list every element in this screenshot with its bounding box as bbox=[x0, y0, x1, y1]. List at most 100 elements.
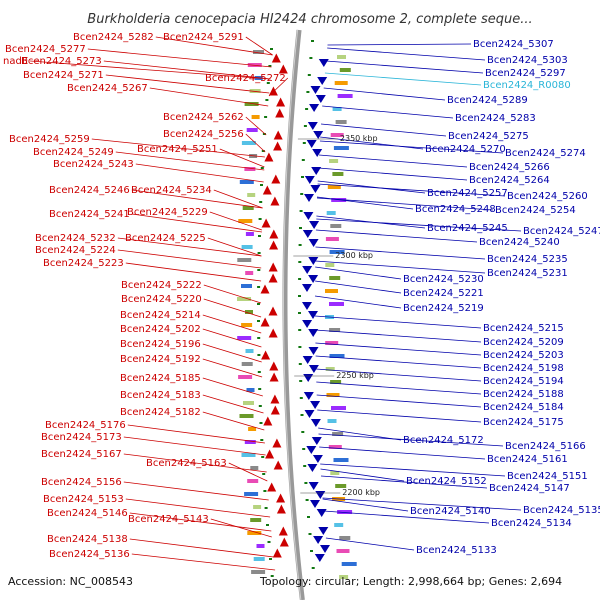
gene-label-left[interactable]: Bcen2424_5271 bbox=[23, 70, 104, 81]
reverse-gene-arrow[interactable] bbox=[308, 347, 319, 355]
gene-label-left[interactable]: Bcen2424_5156 bbox=[41, 477, 122, 488]
gene-label-left[interactable]: Bcen2424_5246 bbox=[49, 185, 130, 196]
gene-label-left[interactable]: Bcen2424_5249 bbox=[33, 147, 114, 158]
forward-gene-arrow[interactable] bbox=[278, 526, 288, 536]
reverse-gene-arrow[interactable] bbox=[308, 257, 319, 265]
gene-label-left[interactable]: Bcen2424_5225 bbox=[125, 233, 206, 244]
gene-label-right[interactable]: Bcen2424_5260 bbox=[507, 191, 588, 202]
gene-label-left[interactable]: Bcen2424_5182 bbox=[120, 407, 201, 418]
forward-gene-arrow[interactable] bbox=[269, 240, 279, 250]
reverse-gene-arrow[interactable] bbox=[307, 122, 318, 130]
forward-gene-arrow[interactable] bbox=[273, 130, 283, 140]
gene-label-right[interactable]: Bcen2424_5240 bbox=[479, 237, 560, 248]
forward-gene-arrow[interactable] bbox=[268, 273, 278, 283]
gene-label-left[interactable]: Bcen2424_5196 bbox=[120, 339, 201, 350]
reverse-gene-arrow[interactable] bbox=[302, 320, 313, 328]
gene-label-right[interactable]: Bcen2424_5303 bbox=[487, 55, 568, 66]
forward-gene-arrow[interactable] bbox=[262, 185, 272, 195]
forward-gene-arrow[interactable] bbox=[270, 394, 280, 404]
gene-label-right[interactable]: Bcen2424_5257 bbox=[427, 188, 508, 199]
reverse-gene-arrow[interactable] bbox=[303, 374, 314, 382]
forward-gene-arrow[interactable] bbox=[264, 152, 274, 162]
gene-label-left[interactable]: Bcen2424_5262 bbox=[163, 112, 244, 123]
gene-label-right[interactable]: Bcen2424_5270 bbox=[425, 144, 506, 155]
reverse-gene-arrow[interactable] bbox=[304, 194, 314, 202]
reverse-gene-arrow[interactable] bbox=[314, 554, 325, 562]
forward-gene-arrow[interactable] bbox=[275, 108, 285, 118]
gene-label-right[interactable]: Bcen2424_5184 bbox=[483, 402, 564, 413]
reverse-gene-arrow[interactable] bbox=[304, 410, 315, 418]
forward-gene-arrow[interactable] bbox=[269, 229, 279, 239]
forward-gene-arrow[interactable] bbox=[267, 482, 277, 492]
gene-label-right[interactable]: Bcen2424_5209 bbox=[483, 337, 564, 348]
gene-label-left[interactable]: Bcen2424_5229 bbox=[127, 207, 208, 218]
reverse-gene-arrow[interactable] bbox=[309, 104, 320, 112]
forward-gene-arrow[interactable] bbox=[269, 372, 279, 382]
forward-gene-arrow[interactable] bbox=[276, 504, 286, 514]
reverse-gene-arrow[interactable] bbox=[302, 266, 313, 274]
reverse-gene-arrow[interactable] bbox=[312, 149, 323, 157]
forward-gene-arrow[interactable] bbox=[273, 141, 283, 151]
forward-gene-arrow[interactable] bbox=[272, 548, 282, 558]
gene-label-left[interactable]: Bcen2424_5277 bbox=[5, 44, 86, 55]
reverse-gene-arrow[interactable] bbox=[302, 284, 312, 292]
reverse-gene-arrow[interactable] bbox=[302, 356, 313, 364]
reverse-gene-arrow[interactable] bbox=[307, 464, 318, 472]
gene-label-right[interactable]: Bcen2424_5219 bbox=[403, 303, 484, 314]
gene-label-left[interactable]: Bcen2424_5251 bbox=[137, 144, 218, 155]
gene-label-right[interactable]: Bcen2424_5133 bbox=[416, 545, 497, 556]
forward-gene-arrow[interactable] bbox=[268, 86, 278, 96]
gene-label-right[interactable]: Bcen2424_R0080 bbox=[483, 80, 571, 91]
gene-label-right[interactable]: Bcen2424_5151 bbox=[507, 471, 588, 482]
gene-label-left[interactable]: Bcen2424_5256 bbox=[163, 129, 244, 140]
gene-label-left[interactable]: Bcen2424_5192 bbox=[120, 354, 201, 365]
gene-label-right[interactable]: Bcen2424_5175 bbox=[483, 417, 564, 428]
forward-gene-arrow[interactable] bbox=[276, 493, 286, 503]
gene-label-left[interactable]: Bcen2424_5143 bbox=[128, 514, 209, 525]
gene-label-left[interactable]: Bcen2424_5259 bbox=[9, 134, 90, 145]
gene-label-right[interactable]: Bcen2424_5203 bbox=[483, 350, 564, 361]
forward-gene-arrow[interactable] bbox=[268, 262, 278, 272]
forward-gene-arrow[interactable] bbox=[261, 218, 271, 228]
gene-label-left[interactable]: Bcen2424_5222 bbox=[121, 280, 202, 291]
gene-label-left[interactable]: Bcen2424_5214 bbox=[120, 310, 201, 321]
gene-label-left[interactable]: Bcen2424_5153 bbox=[43, 494, 124, 505]
gene-label-right[interactable]: Bcen2424_5289 bbox=[447, 95, 528, 106]
gene-label-left[interactable]: nadE bbox=[3, 56, 28, 67]
forward-gene-arrow[interactable] bbox=[260, 317, 270, 327]
gene-label-left[interactable]: Bcen2424_5183 bbox=[120, 390, 201, 401]
reverse-gene-arrow[interactable] bbox=[308, 275, 319, 283]
reverse-gene-arrow[interactable] bbox=[308, 365, 319, 373]
gene-label-right[interactable]: Bcen2424_5194 bbox=[483, 376, 564, 387]
gene-label-right[interactable]: Bcen2424_5188 bbox=[483, 389, 564, 400]
gene-label-right[interactable]: Bcen2424_5264 bbox=[469, 175, 550, 186]
gene-label-right[interactable]: Bcen2424_5215 bbox=[483, 323, 564, 334]
reverse-gene-arrow[interactable] bbox=[308, 239, 319, 247]
gene-label-right[interactable]: Bcen2424_5254 bbox=[495, 205, 576, 216]
forward-gene-arrow[interactable] bbox=[271, 53, 281, 63]
reverse-gene-arrow[interactable] bbox=[308, 482, 319, 490]
gene-label-right[interactable]: Bcen2424_5172 bbox=[403, 435, 484, 446]
gene-label-left[interactable]: Bcen2424_5136 bbox=[49, 549, 130, 560]
gene-label-right[interactable]: Bcen2424_5266 bbox=[469, 162, 550, 173]
gene-label-left[interactable]: Bcen2424_5272 bbox=[205, 73, 286, 84]
reverse-gene-arrow[interactable] bbox=[317, 77, 328, 85]
reverse-gene-arrow[interactable] bbox=[313, 536, 324, 544]
forward-gene-arrow[interactable] bbox=[261, 350, 271, 360]
gene-label-right[interactable]: Bcen2424_5230 bbox=[403, 274, 484, 285]
gene-label-left[interactable]: Bcen2424_5224 bbox=[35, 245, 116, 256]
gene-label-right[interactable]: Bcen2424_5275 bbox=[448, 131, 529, 142]
reverse-gene-arrow[interactable] bbox=[315, 95, 326, 103]
gene-label-left[interactable]: Bcen2424_5185 bbox=[120, 373, 201, 384]
forward-gene-arrow[interactable] bbox=[269, 361, 279, 371]
gene-label-right[interactable]: Bcen2424_5147 bbox=[489, 483, 570, 494]
gene-label-right[interactable]: Bcen2424_5307 bbox=[473, 39, 554, 50]
gene-label-left[interactable]: Bcen2424_5176 bbox=[45, 420, 126, 431]
gene-label-left[interactable]: Bcen2424_5267 bbox=[67, 83, 148, 94]
gene-label-right[interactable]: Bcen2424_5135 bbox=[523, 505, 600, 516]
gene-label-left[interactable]: Bcen2424_5202 bbox=[120, 324, 201, 335]
gene-label-left[interactable]: Bcen2424_5291 bbox=[163, 32, 244, 43]
forward-gene-arrow[interactable] bbox=[263, 416, 273, 426]
gene-label-right[interactable]: Bcen2424_5248 bbox=[415, 204, 496, 215]
gene-label-right[interactable]: Bcen2424_5221 bbox=[403, 288, 484, 299]
